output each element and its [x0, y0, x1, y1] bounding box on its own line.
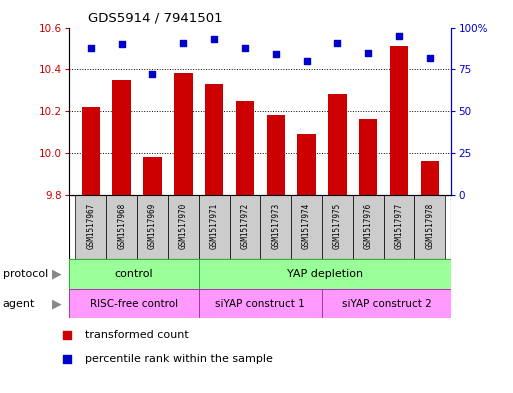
Bar	[75, 195, 106, 259]
Point	[179, 39, 187, 46]
Bar	[199, 195, 229, 259]
Bar	[82, 107, 100, 195]
Bar	[112, 80, 131, 195]
Point	[364, 50, 372, 56]
Bar	[143, 157, 162, 195]
Point	[63, 331, 71, 338]
Bar	[106, 195, 137, 259]
Bar	[322, 289, 451, 318]
Text: RISC-free control: RISC-free control	[90, 299, 178, 309]
Point	[210, 36, 218, 42]
Bar	[199, 289, 322, 318]
Text: ▶: ▶	[52, 268, 61, 281]
Point	[333, 39, 342, 46]
Bar	[384, 195, 415, 259]
Bar	[69, 289, 199, 318]
Bar	[69, 259, 199, 289]
Text: siYAP construct 1: siYAP construct 1	[215, 299, 305, 309]
Point	[395, 33, 403, 39]
Text: transformed count: transformed count	[85, 330, 188, 340]
Bar	[229, 195, 261, 259]
Point	[117, 41, 126, 47]
Text: GSM1517978: GSM1517978	[425, 202, 435, 249]
Point	[87, 44, 95, 51]
Text: GSM1517977: GSM1517977	[394, 202, 404, 249]
Bar	[421, 161, 439, 195]
Text: control: control	[115, 269, 153, 279]
Text: GSM1517973: GSM1517973	[271, 202, 280, 249]
Point	[63, 356, 71, 362]
Text: protocol: protocol	[3, 269, 48, 279]
Text: ▶: ▶	[52, 297, 61, 310]
Text: GSM1517970: GSM1517970	[179, 202, 188, 249]
Bar	[291, 195, 322, 259]
Text: GDS5914 / 7941501: GDS5914 / 7941501	[88, 12, 223, 25]
Text: GSM1517969: GSM1517969	[148, 202, 157, 249]
Bar	[298, 134, 316, 195]
Text: GSM1517976: GSM1517976	[364, 202, 373, 249]
Point	[241, 44, 249, 51]
Bar	[390, 46, 408, 195]
Bar	[261, 195, 291, 259]
Point	[303, 58, 311, 64]
Point	[272, 51, 280, 57]
Bar	[267, 115, 285, 195]
Bar	[322, 195, 353, 259]
Bar	[174, 73, 192, 195]
Bar	[199, 259, 451, 289]
Bar	[137, 195, 168, 259]
Text: GSM1517975: GSM1517975	[333, 202, 342, 249]
Text: GSM1517971: GSM1517971	[210, 202, 219, 249]
Bar	[205, 84, 223, 195]
Text: GSM1517974: GSM1517974	[302, 202, 311, 249]
Text: percentile rank within the sample: percentile rank within the sample	[85, 354, 272, 364]
Text: YAP depletion: YAP depletion	[287, 269, 363, 279]
Text: siYAP construct 2: siYAP construct 2	[342, 299, 431, 309]
Bar	[415, 195, 445, 259]
Point	[426, 54, 434, 61]
Point	[148, 71, 156, 77]
Bar	[359, 119, 378, 195]
Text: agent: agent	[3, 299, 35, 309]
Bar	[168, 195, 199, 259]
Bar	[328, 94, 347, 195]
Bar	[235, 101, 254, 195]
Text: GSM1517967: GSM1517967	[86, 202, 95, 249]
Text: GSM1517972: GSM1517972	[241, 202, 249, 249]
Text: GSM1517968: GSM1517968	[117, 202, 126, 249]
Bar	[353, 195, 384, 259]
